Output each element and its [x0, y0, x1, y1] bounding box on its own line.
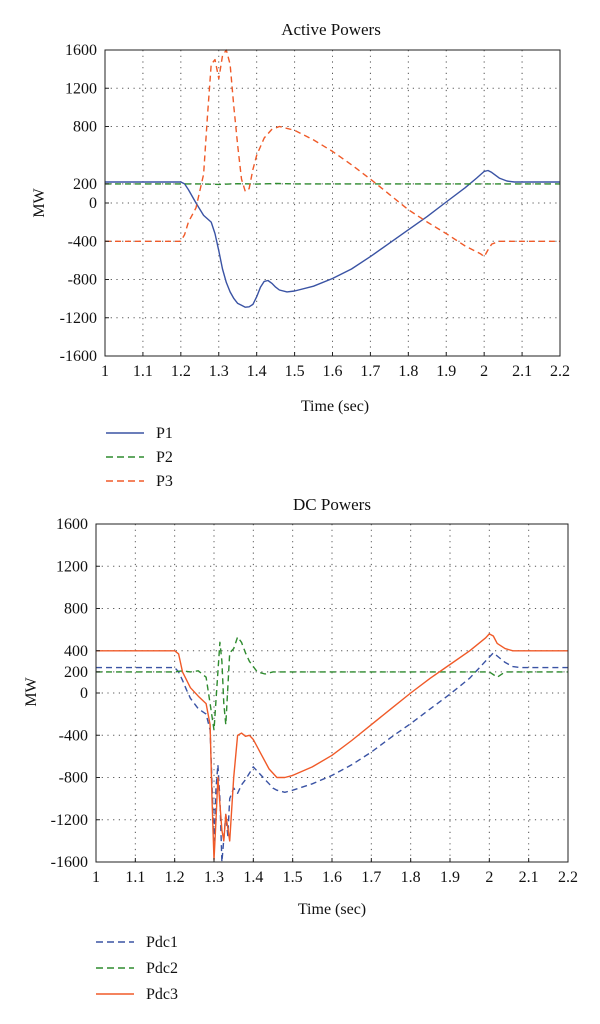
y-tick-label: 1200	[56, 558, 88, 575]
x-tick-label: 1.8	[398, 363, 418, 380]
legend-label-p2: P2	[156, 449, 173, 466]
series-lines	[96, 633, 568, 863]
legend-label-pdc1: Pdc1	[146, 934, 178, 951]
x-tick-label: 1	[101, 363, 109, 380]
legend-label-pdc2: Pdc2	[146, 960, 178, 977]
y-tick-label: 400	[64, 643, 88, 660]
x-tick-label: 1.9	[436, 363, 456, 380]
y-tick-label: -1600	[60, 348, 97, 365]
chart-title: Active Powers	[281, 20, 381, 39]
series-line-pdc1	[96, 652, 568, 863]
legend-label-p1: P1	[156, 425, 173, 442]
grid	[96, 524, 568, 862]
y-tick-label: 800	[64, 601, 88, 618]
series-line-pdc3	[96, 633, 568, 861]
x-tick-label: 1.1	[133, 363, 153, 380]
y-tick-label: -800	[59, 770, 88, 787]
y-tick-label: -800	[68, 272, 97, 289]
y-tick-label: 1200	[65, 80, 97, 97]
y-tick-label: -400	[59, 727, 88, 744]
x-axis-label: Time (sec)	[301, 398, 369, 415]
axis-ticks: 1 1.1 1.2 1.3 1.4 1.5 1.6 1.7 1.8 1.9 2 2.1 2.2 1600 1…	[60, 42, 570, 380]
y-tick-label: 1600	[56, 516, 88, 533]
y-tick-label: 0	[80, 685, 88, 702]
x-tick-label: 1.3	[204, 869, 224, 886]
x-tick-label: 1.5	[285, 363, 305, 380]
x-tick-label: 1.2	[165, 869, 185, 886]
y-tick-label: 200	[73, 176, 97, 193]
series-line-p2	[105, 182, 560, 186]
x-tick-label: 1.9	[440, 869, 460, 886]
y-tick-label: -1200	[51, 812, 88, 829]
series-line-p1	[105, 169, 560, 308]
series-line-pdc2	[96, 636, 568, 731]
grid	[105, 50, 560, 356]
x-tick-label: 1.5	[283, 869, 303, 886]
y-tick-label: -1200	[60, 310, 97, 327]
y-tick-label: 200	[64, 664, 88, 681]
active-powers-chart: Active Powers Time (sec) MW 1 1.1 1.2 1.3 1.…	[31, 20, 570, 490]
x-tick-label: 2	[480, 363, 488, 380]
chart-title: DC Powers	[293, 495, 371, 514]
series-lines	[105, 49, 560, 308]
axis-ticks: 1 1.1 1.2 1.3 1.4 1.5 1.6 1.7 1.8 1.9 2 2.1 2.2 1600 1…	[51, 516, 578, 886]
x-tick-label: 2.1	[519, 869, 539, 886]
x-tick-label: 2.1	[512, 363, 532, 380]
y-tick-label: -400	[68, 233, 97, 250]
y-axis-label: MW	[31, 187, 48, 217]
legend-label-p3: P3	[156, 473, 173, 490]
y-tick-label: 0	[89, 195, 97, 212]
x-tick-label: 1.1	[125, 869, 145, 886]
x-tick-label: 1	[92, 869, 100, 886]
x-tick-label: 1.3	[209, 363, 229, 380]
x-tick-label: 1.8	[401, 869, 421, 886]
dc-powers-chart: DC Powers Time (sec) MW 1 1.1 1.2 1.3 1.4 1.5…	[23, 495, 578, 1003]
x-tick-label: 1.4	[247, 363, 267, 380]
x-tick-label: 1.4	[243, 869, 263, 886]
y-axis-label: MW	[23, 676, 40, 706]
legend: Pdc1 Pdc2 Pdc3	[96, 934, 178, 1003]
legend-label-pdc3: Pdc3	[146, 986, 178, 1003]
y-tick-label: -1600	[51, 854, 88, 871]
x-tick-label: 2.2	[550, 363, 570, 380]
x-tick-label: 1.7	[361, 869, 381, 886]
x-tick-label: 1.6	[322, 869, 342, 886]
x-axis-label: Time (sec)	[298, 901, 366, 918]
legend: P1 P2 P3	[106, 425, 173, 490]
plot-area-frame	[95, 523, 569, 863]
x-tick-label: 2.2	[558, 869, 578, 886]
series-line-p3	[105, 49, 560, 258]
y-tick-label: 1600	[65, 42, 97, 59]
y-tick-label: 800	[73, 119, 97, 136]
x-tick-label: 1.2	[171, 363, 191, 380]
x-tick-label: 1.7	[360, 363, 380, 380]
x-tick-label: 1.6	[323, 363, 343, 380]
x-tick-label: 2	[485, 869, 493, 886]
